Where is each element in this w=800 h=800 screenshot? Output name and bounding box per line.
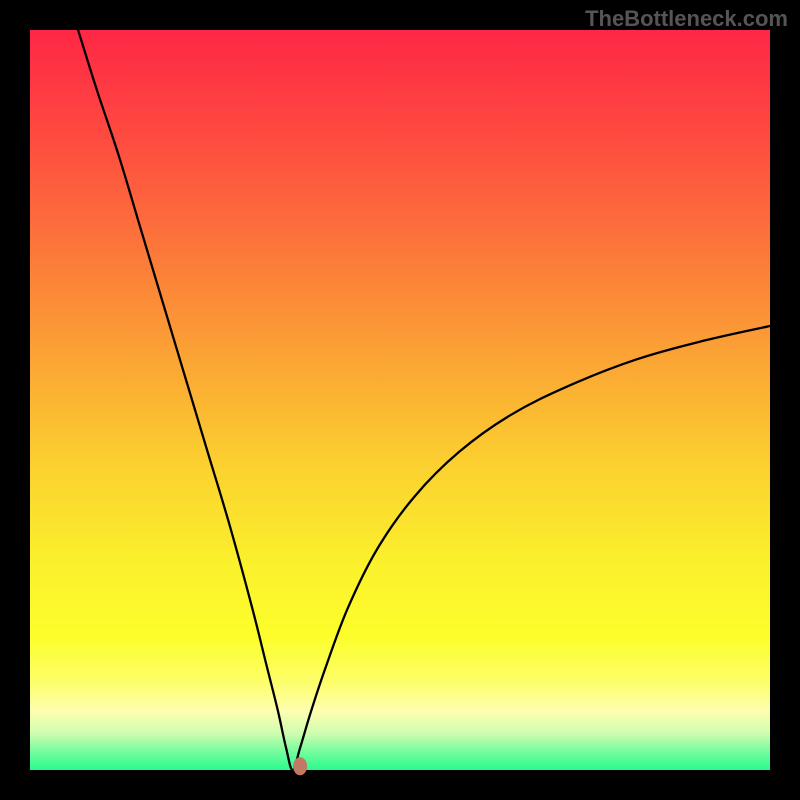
watermark-text: TheBottleneck.com bbox=[585, 6, 788, 32]
bottleneck-chart bbox=[0, 0, 800, 800]
minimum-marker bbox=[293, 757, 307, 775]
chart-container: TheBottleneck.com bbox=[0, 0, 800, 800]
chart-gradient-bg bbox=[30, 30, 770, 770]
